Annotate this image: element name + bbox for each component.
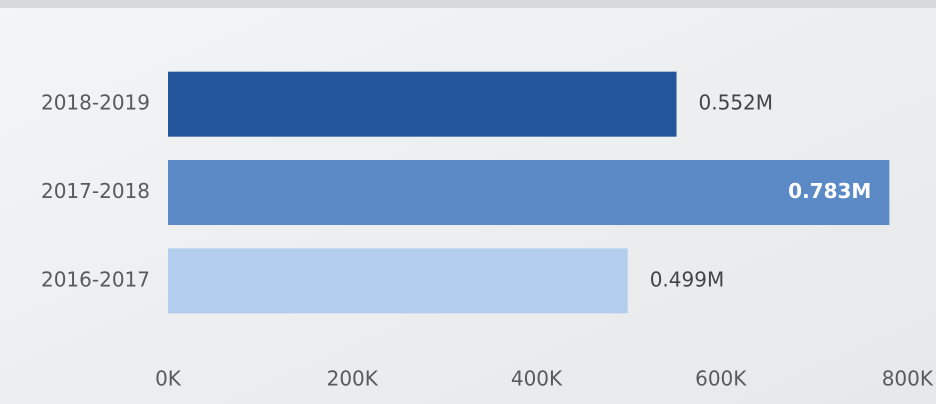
x-tick-label: 200K — [327, 367, 379, 391]
x-tick-label: 800K — [882, 367, 934, 391]
y-tick-label: 2016-2017 — [41, 267, 150, 291]
bar — [168, 248, 628, 314]
header-strip — [0, 0, 936, 8]
y-tick-label: 2018-2019 — [41, 91, 150, 115]
x-tick-label: 0K — [155, 367, 182, 391]
bar — [168, 71, 677, 137]
x-tick-label: 400K — [511, 367, 563, 391]
y-tick-label: 2017-2018 — [41, 179, 150, 203]
data-label: 0.783M — [788, 179, 871, 203]
data-label: 0.552M — [699, 91, 774, 115]
bar — [168, 160, 890, 225]
x-tick-label: 600K — [695, 367, 747, 391]
data-label: 0.499M — [650, 267, 725, 291]
